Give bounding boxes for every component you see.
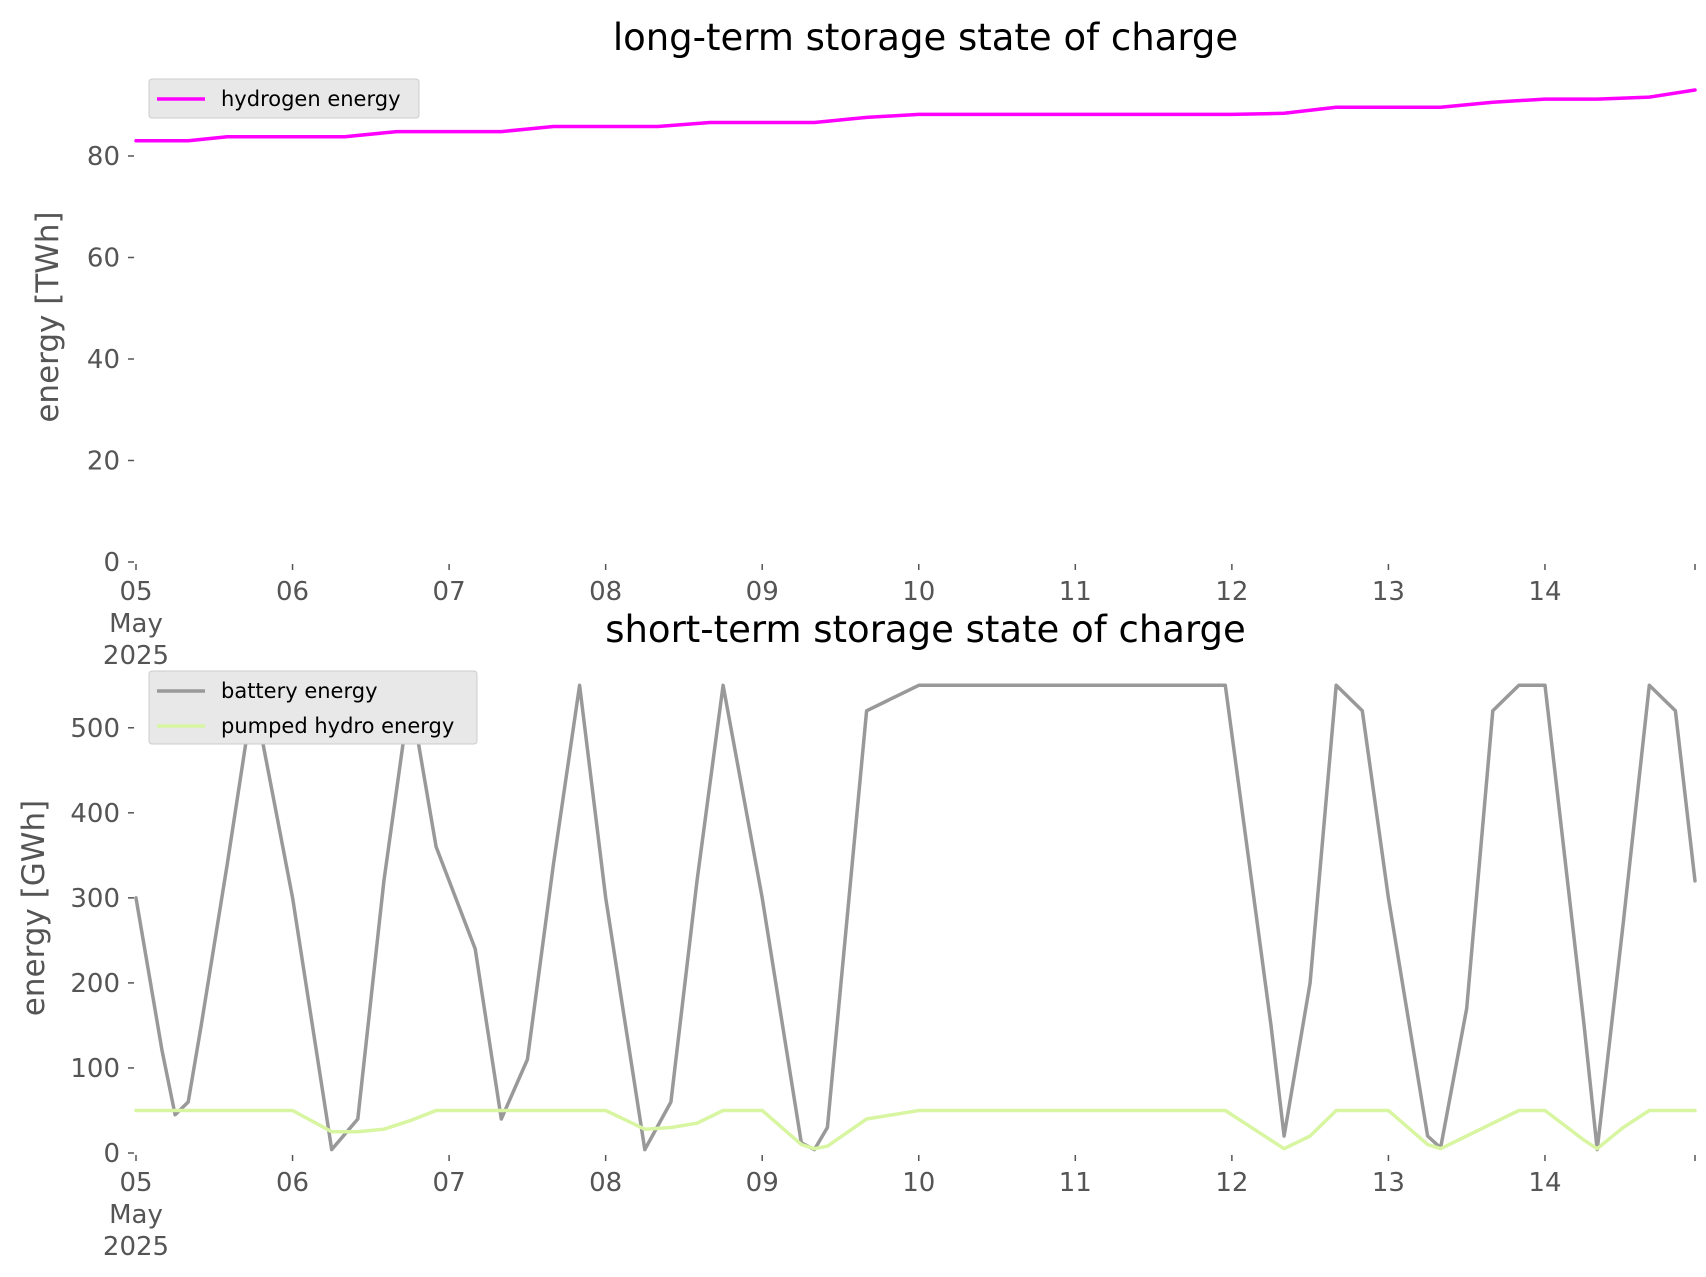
series-line-hydrogen-energy xyxy=(134,88,1697,143)
plot-lines xyxy=(134,683,1697,1152)
y-tick-label: 200 xyxy=(70,969,120,999)
x-tick-label: 11 xyxy=(1059,1168,1092,1198)
x-tick-label: 11 xyxy=(1059,577,1092,607)
x-tick-label: 07 xyxy=(433,577,466,607)
legend-label: battery energy xyxy=(221,679,378,703)
series-line-battery-energy xyxy=(134,683,1697,1152)
x-tick-label: 12 xyxy=(1215,577,1248,607)
y-tick-label: 500 xyxy=(70,714,120,744)
plot-lines xyxy=(134,88,1697,143)
y-axis-label: energy [TWh] xyxy=(30,211,66,422)
legend-box xyxy=(148,670,478,745)
long-term-storage-chart: long-term storage state of charge energy… xyxy=(30,16,1697,671)
x-tick-label: 14 xyxy=(1528,577,1561,607)
chart-title: long-term storage state of charge xyxy=(613,16,1238,59)
y-tick-label: 60 xyxy=(87,243,120,273)
x-tick-label: 06 xyxy=(276,577,309,607)
y-axis: 0 100 200 300 400 500 xyxy=(70,714,134,1169)
legend: hydrogen energy xyxy=(148,78,420,119)
y-axis-label: energy [GWh] xyxy=(16,800,52,1016)
y-tick-label: 80 xyxy=(87,142,120,172)
x-tick-label: 07 xyxy=(433,1168,466,1198)
legend-label: pumped hydro energy xyxy=(221,714,454,738)
x-tick-label: 12 xyxy=(1215,1168,1248,1198)
series-line-pumped-hydro-energy xyxy=(134,1108,1697,1151)
legend: battery energy pumped hydro energy xyxy=(148,670,478,745)
x-tick-label: 10 xyxy=(902,577,935,607)
x-tick-label: 09 xyxy=(746,577,779,607)
chart-title: short-term storage state of charge xyxy=(605,608,1246,651)
x-tick-label: 05 May 2025 xyxy=(103,577,169,671)
x-tick-label: 13 xyxy=(1372,577,1405,607)
y-tick-label: 40 xyxy=(87,345,120,375)
y-tick-label: 400 xyxy=(70,799,120,829)
x-axis: 05 May 2025 06 07 08 09 10 11 12 13 14 xyxy=(103,1155,1696,1262)
y-axis: 0 20 40 60 80 xyxy=(87,142,134,578)
x-tick-label: 14 xyxy=(1528,1168,1561,1198)
legend-label: hydrogen energy xyxy=(221,87,401,111)
x-tick-label: 10 xyxy=(902,1168,935,1198)
y-tick-label: 0 xyxy=(103,548,120,578)
y-tick-label: 20 xyxy=(87,446,120,476)
y-tick-label: 0 xyxy=(103,1139,120,1169)
x-tick-label: 05 May 2025 xyxy=(103,1168,169,1262)
legend-box xyxy=(148,78,420,119)
x-axis: 05 May 2025 06 07 08 09 10 11 12 13 14 xyxy=(103,564,1696,671)
x-tick-label: 13 xyxy=(1372,1168,1405,1198)
y-tick-label: 100 xyxy=(70,1054,120,1084)
x-tick-label: 08 xyxy=(589,577,622,607)
x-tick-label: 09 xyxy=(746,1168,779,1198)
y-tick-label: 300 xyxy=(70,884,120,914)
x-tick-label: 06 xyxy=(276,1168,309,1198)
x-tick-label: 08 xyxy=(589,1168,622,1198)
short-term-storage-chart: short-term storage state of charge energ… xyxy=(16,608,1697,1262)
